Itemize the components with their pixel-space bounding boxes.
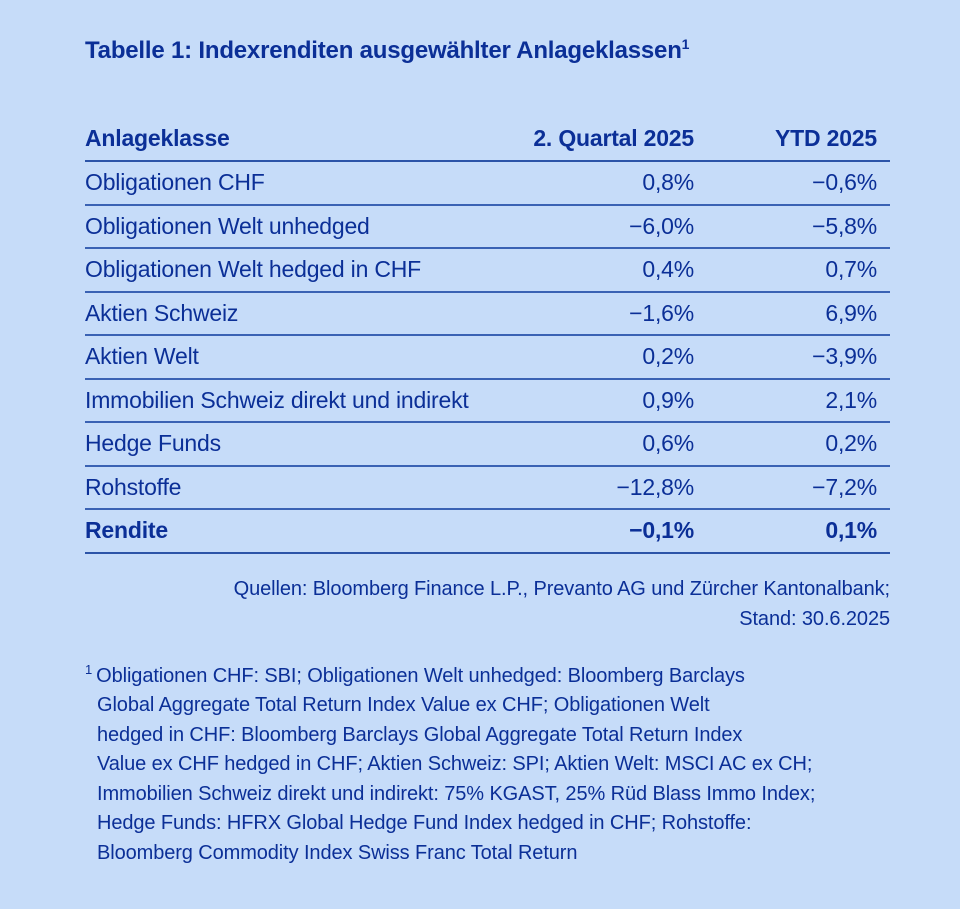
page: Tabelle 1: Indexrenditen ausgewählter An… [85, 36, 890, 869]
footnote-line: Value ex CHF hedged in CHF; Aktien Schwe… [97, 753, 813, 775]
footnote-line: Hedge Funds: HFRX Global Hedge Fund Inde… [97, 812, 752, 834]
ytd-value: 0,7% [694, 248, 890, 293]
table-row: Immobilien Schweiz direkt und indirekt 0… [85, 378, 890, 423]
footnote-line: Bloomberg Commodity Index Swiss Franc To… [97, 841, 578, 864]
q2-value: 0,2% [505, 335, 694, 380]
table-row: Obligationen Welt hedged in CHF 0,4% 0,7… [85, 248, 890, 293]
sources-line-1: Quellen: Bloomberg Finance L.P., Prevant… [233, 577, 890, 600]
q2-value: 0,8% [505, 161, 694, 206]
footnote-text: Obligationen CHF: SBI; Obligationen Welt… [96, 664, 745, 687]
q2-value: 0,9% [505, 378, 694, 423]
column-header-q2-2025: 2. Quartal 2025 [505, 116, 694, 162]
ytd-value: 2,1% [694, 378, 890, 423]
table-row: Obligationen Welt unhedged −6,0% −5,8% [85, 204, 890, 249]
row-label: Hedge Funds [85, 422, 505, 467]
footnote-line: Global Aggregate Total Return Index Valu… [97, 694, 710, 716]
title-footnote-marker: 1 [681, 36, 690, 52]
q2-value: −6,0% [505, 204, 694, 249]
ytd-value: −7,2% [694, 465, 890, 510]
table-row: Aktien Schweiz −1,6% 6,9% [85, 291, 890, 336]
footnote-line: Immobilien Schweiz direkt und indirekt: … [97, 782, 816, 805]
table-row: Hedge Funds 0,6% 0,2% [85, 422, 890, 467]
ytd-value: 0,1% [694, 509, 890, 554]
ytd-value: 0,2% [694, 422, 890, 467]
table-row-total: Rendite −0,1% 0,1% [85, 509, 890, 554]
sources-line-2: Stand: 30.6.2025 [739, 607, 890, 630]
footnote-line: 1 Obligationen CHF: SBI; Obligationen Wel… [85, 662, 890, 692]
returns-table: Anlageklasse 2. Quartal 2025 YTD 2025 Ob… [85, 116, 890, 554]
ytd-value: −0,6% [694, 161, 890, 206]
footnote-marker: 1 [85, 661, 93, 677]
page-title: Tabelle 1: Indexrenditen ausgewählter An… [85, 36, 890, 66]
table-row: Obligationen CHF 0,8% −0,6% [85, 161, 890, 206]
column-header-anlageklasse: Anlageklasse [85, 116, 505, 162]
page-title-text: Tabelle 1: Indexrenditen ausgewählter An… [85, 37, 682, 64]
q2-value: −1,6% [505, 291, 694, 336]
footnote-line: hedged in CHF: Bloomberg Barclays Global… [97, 723, 743, 746]
ytd-value: −5,8% [694, 204, 890, 249]
row-label: Obligationen Welt unhedged [85, 204, 505, 249]
sources-block: Quellen: Bloomberg Finance L.P., Prevant… [85, 574, 890, 634]
table-row: Aktien Welt 0,2% −3,9% [85, 335, 890, 380]
row-label: Aktien Schweiz [85, 291, 505, 336]
row-label: Rohstoffe [85, 465, 505, 510]
row-label: Rendite [85, 509, 505, 554]
table-row: Rohstoffe −12,8% −7,2% [85, 465, 890, 510]
row-label: Obligationen CHF [85, 161, 505, 206]
q2-value: 0,6% [505, 422, 694, 467]
q2-value: −0,1% [505, 509, 694, 554]
footnote: 1 Obligationen CHF: SBI; Obligationen Wel… [85, 662, 890, 869]
table-header-row: Anlageklasse 2. Quartal 2025 YTD 2025 [85, 116, 890, 162]
ytd-value: −3,9% [694, 335, 890, 380]
ytd-value: 6,9% [694, 291, 890, 336]
row-label: Obligationen Welt hedged in CHF [85, 248, 505, 293]
row-label: Aktien Welt [85, 335, 505, 380]
q2-value: 0,4% [505, 248, 694, 293]
row-label: Immobilien Schweiz direkt und indirekt [85, 378, 505, 423]
column-header-ytd-2025: YTD 2025 [694, 116, 890, 162]
q2-value: −12,8% [505, 465, 694, 510]
